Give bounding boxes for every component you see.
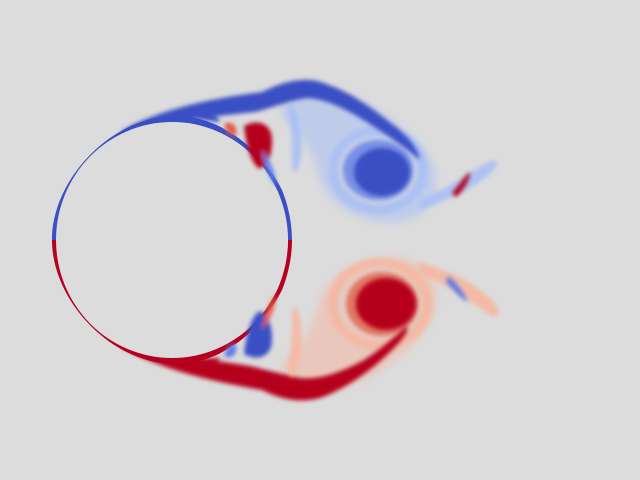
upper-counter-sign-sliver xyxy=(452,172,471,197)
lower-red-hook xyxy=(196,358,220,370)
cylinder-group xyxy=(52,115,292,365)
lower-shear-layer xyxy=(120,326,408,401)
upper-blue-hook xyxy=(196,110,220,122)
upper-shear-inner-streak xyxy=(288,102,302,173)
upper-blue-sliver xyxy=(262,150,276,186)
lower-vortex-core xyxy=(356,278,416,330)
upper-shear-layer xyxy=(120,79,420,160)
lower-counter-sign-sliver xyxy=(446,276,468,302)
lower-blue-lobe-small xyxy=(224,344,237,358)
lower-separation-vortices xyxy=(196,294,276,370)
upper-trailing-filament xyxy=(418,160,498,210)
lower-red-sliver xyxy=(262,294,276,330)
upper-red-lobe-small xyxy=(224,122,237,136)
upper-shear-layer-group xyxy=(120,79,498,223)
upper-vortex-core xyxy=(354,148,410,196)
cylinder-body xyxy=(56,122,288,358)
upper-separation-vortices xyxy=(196,110,276,186)
lower-shear-inner-streak xyxy=(288,307,302,378)
lower-shear-layer-group xyxy=(120,257,499,401)
